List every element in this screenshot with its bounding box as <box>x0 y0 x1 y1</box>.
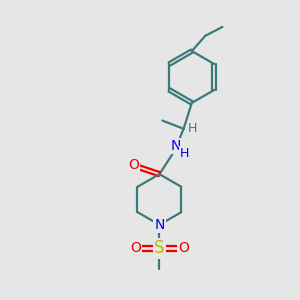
Text: O: O <box>178 241 189 255</box>
Text: S: S <box>154 239 165 257</box>
Text: H: H <box>180 147 189 160</box>
Text: H: H <box>188 122 197 135</box>
Text: O: O <box>130 241 141 255</box>
Text: N: N <box>154 218 165 232</box>
Text: O: O <box>128 158 139 172</box>
Text: N: N <box>170 139 181 153</box>
